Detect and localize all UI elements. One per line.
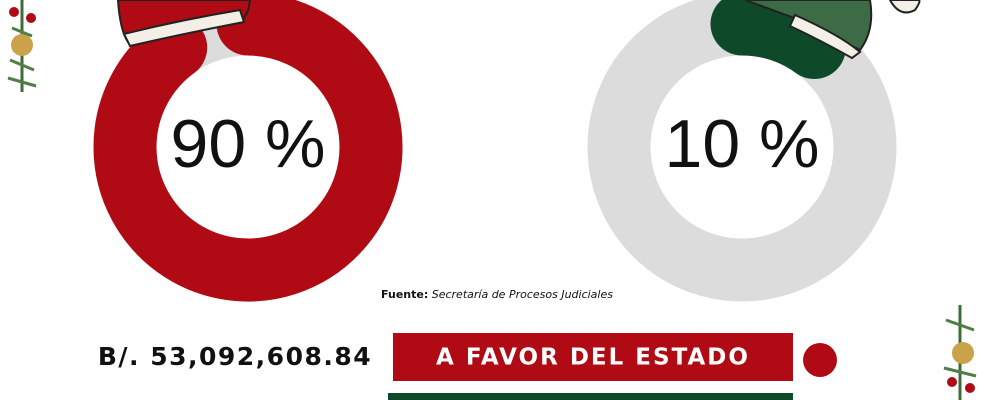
source-text: Secretaría de Procesos Judiciales	[432, 288, 614, 301]
banner-green	[388, 393, 793, 400]
garland-right	[943, 305, 977, 400]
garland-left	[7, 0, 37, 92]
source-label: Fuente:	[381, 288, 428, 301]
value-label: 90 %	[171, 106, 326, 182]
banner-label: A FAVOR DEL ESTADO	[436, 345, 750, 371]
legend-dot	[803, 343, 837, 377]
donut-arc	[710, 0, 846, 79]
hat-green	[744, 0, 921, 60]
donut-arc	[93, 0, 403, 302]
value-label: 10 %	[665, 106, 820, 182]
hat-red	[116, 0, 252, 48]
charts: 90 % 10 %	[93, 0, 897, 302]
banner	[393, 333, 793, 381]
amount: B/. 53,092,608.84	[98, 342, 372, 371]
source: Fuente: Secretaría de Procesos Judiciale…	[381, 288, 613, 301]
